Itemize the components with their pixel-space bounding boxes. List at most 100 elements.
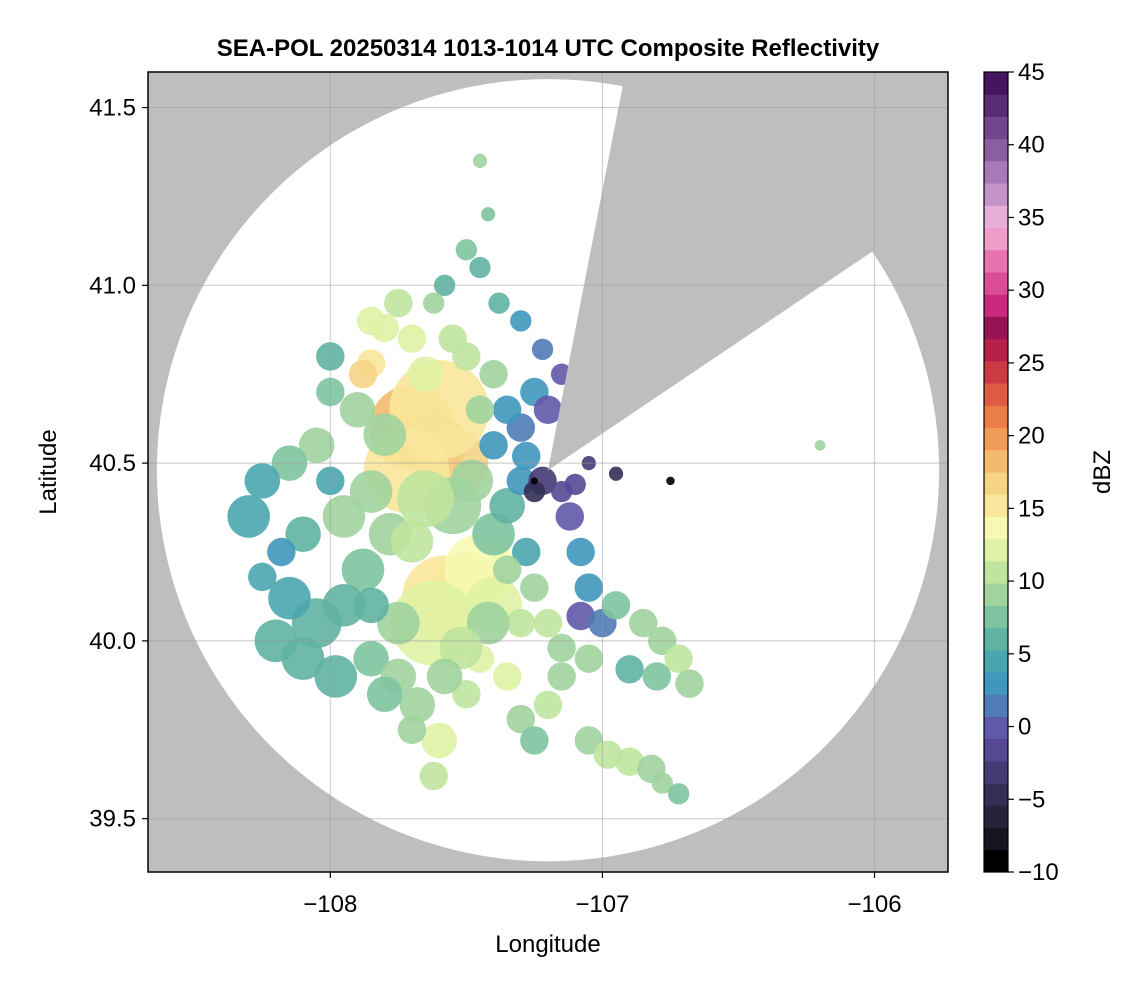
colorbar-bin xyxy=(984,449,1008,473)
echo-cell xyxy=(593,740,623,769)
echo-cell xyxy=(407,356,444,392)
echo-cell xyxy=(488,292,510,314)
colorbar-tick-label: −10 xyxy=(1018,859,1059,886)
echo-cell xyxy=(642,662,672,691)
colorbar-bin xyxy=(984,72,1008,95)
echo-cell xyxy=(450,459,494,503)
echo-cell xyxy=(390,520,434,563)
echo-cell xyxy=(316,466,345,496)
colorbar-bin xyxy=(984,516,1008,540)
x-axis-label: Longitude xyxy=(495,931,600,958)
echo-cell xyxy=(492,555,522,584)
colorbar-bin xyxy=(984,627,1008,651)
echo-cell xyxy=(339,392,376,428)
colorbar-bin xyxy=(984,116,1008,140)
x-tick-label: −107 xyxy=(575,891,629,918)
echo-cell xyxy=(433,274,456,297)
plot-area xyxy=(147,71,949,873)
colorbar-bin xyxy=(984,827,1008,851)
colorbar-bin xyxy=(984,494,1008,517)
colorbar-bin xyxy=(984,783,1008,806)
colorbar-bin xyxy=(984,316,1008,340)
colorbar-bin xyxy=(984,649,1008,673)
echo-cell xyxy=(523,480,546,503)
colorbar: −10 −5 0 5 10 15 20 25 30 35 40 45 dBZ xyxy=(983,59,1116,886)
echo-cell xyxy=(363,413,407,456)
colorbar-label: dBZ xyxy=(1089,450,1116,494)
colorbar-bin xyxy=(984,383,1008,406)
echo-cell xyxy=(341,548,385,592)
reflectivity-echoes xyxy=(227,153,826,805)
echo-cell xyxy=(615,655,644,684)
echo-cell xyxy=(268,576,311,620)
echo-cell xyxy=(285,516,321,552)
y-tick-label: 39.5 xyxy=(89,806,136,833)
echo-cell xyxy=(547,662,576,691)
colorbar-bin xyxy=(984,249,1008,273)
echo-cell xyxy=(629,608,658,638)
echo-cell xyxy=(227,495,271,538)
x-tick-label: −106 xyxy=(847,891,901,918)
echo-cell xyxy=(426,658,463,695)
echo-cell xyxy=(506,608,536,638)
echo-cell xyxy=(520,726,549,755)
colorbar-bin xyxy=(984,272,1008,295)
colorbar-bin xyxy=(984,138,1008,162)
colorbar-tick-label: 10 xyxy=(1018,568,1045,595)
colorbar-bin xyxy=(984,716,1008,740)
echo-cell xyxy=(608,466,624,481)
x-axis: −108 −107 −106 xyxy=(303,872,902,918)
colorbar-bins xyxy=(984,72,1008,873)
y-axis-label: Latitude xyxy=(35,429,62,514)
echo-cell xyxy=(397,324,427,353)
echo-cell xyxy=(479,360,508,389)
echo-cell xyxy=(601,591,631,620)
echo-cell xyxy=(455,239,478,261)
echo-cell xyxy=(574,644,604,673)
echo-cell xyxy=(533,690,563,720)
echo-cell xyxy=(314,655,358,698)
echo-cell xyxy=(533,608,563,638)
plot-frame xyxy=(147,71,949,873)
colorbar-bin xyxy=(984,694,1008,717)
echo-cell xyxy=(353,640,389,677)
y-tick-label: 41.5 xyxy=(89,95,136,122)
colorbar-tick-label: 40 xyxy=(1018,132,1045,159)
echo-cell xyxy=(472,153,488,168)
echo-cell xyxy=(244,463,281,499)
echo-cell xyxy=(316,342,345,371)
colorbar-bin xyxy=(984,294,1008,317)
y-axis: 39.5 40.0 40.5 41.0 41.5 xyxy=(89,95,148,833)
echo-cell xyxy=(492,395,522,424)
colorbar-bin xyxy=(984,805,1008,829)
colorbar-bin xyxy=(984,427,1008,451)
colorbar-tick-label: 5 xyxy=(1018,641,1031,668)
echo-cell xyxy=(547,633,576,663)
x-tick-label: −108 xyxy=(303,891,357,918)
echo-cell xyxy=(492,662,522,691)
echo-cell xyxy=(651,772,673,794)
echo-cell xyxy=(316,377,345,407)
colorbar-ticks: −10 −5 0 5 10 15 20 25 30 35 40 45 xyxy=(1008,59,1059,886)
colorbar-tick-label: 0 xyxy=(1018,714,1031,741)
echo-cell xyxy=(452,342,481,371)
echo-cell xyxy=(469,256,491,279)
echo-cell xyxy=(298,427,335,464)
echo-cell xyxy=(581,456,596,471)
grid-lines xyxy=(148,72,948,872)
echo-cell xyxy=(574,573,604,602)
echo-cell xyxy=(248,562,277,592)
colorbar-bin xyxy=(984,360,1008,384)
echo-cell xyxy=(472,512,515,556)
colorbar-bin xyxy=(984,538,1008,562)
colorbar-bin xyxy=(984,849,1008,873)
echo-cell xyxy=(349,470,393,513)
colorbar-bin xyxy=(984,560,1008,584)
echo-cell xyxy=(419,761,448,791)
colorbar-bin xyxy=(984,605,1008,629)
colorbar-bin xyxy=(984,738,1008,762)
colorbar-bin xyxy=(984,94,1008,117)
echo-cell xyxy=(531,338,554,361)
echo-cell xyxy=(353,587,389,624)
colorbar-tick-label: 35 xyxy=(1018,204,1045,231)
